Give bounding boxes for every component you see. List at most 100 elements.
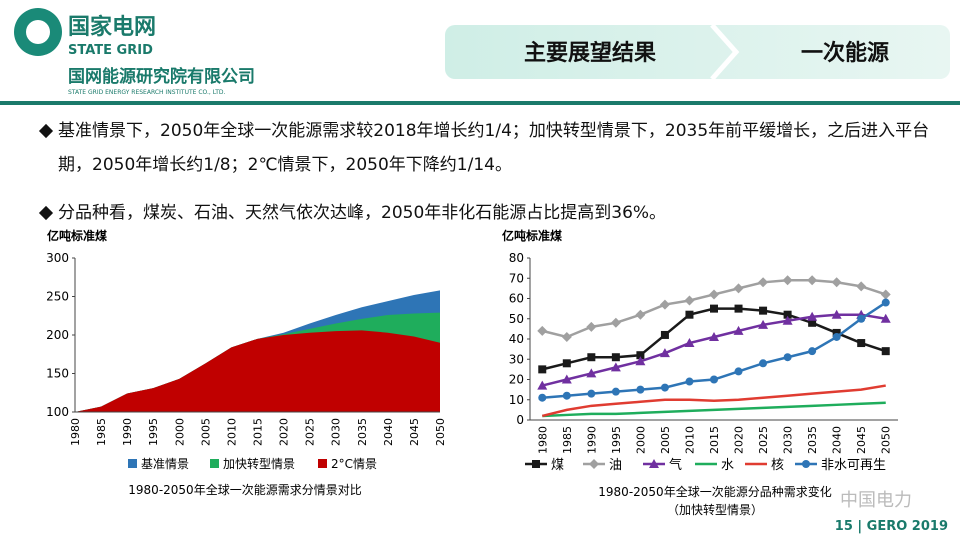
point	[660, 383, 669, 392]
y-tick-label: 10	[509, 393, 524, 407]
legend-label: 气	[669, 457, 682, 473]
point	[880, 313, 891, 323]
org-cn: 国网能源研究院有限公司	[68, 66, 255, 87]
point	[685, 310, 694, 319]
x-tick-label: 1985	[95, 418, 108, 446]
y-tick-label: 40	[509, 332, 524, 346]
x-tick-label: 2010	[225, 418, 238, 446]
y-tick-label: 300	[46, 251, 69, 265]
point	[758, 319, 769, 329]
point	[659, 348, 670, 358]
x-tick-label: 2045	[408, 418, 421, 446]
header-rule	[0, 101, 960, 105]
x-tick-label: 2030	[330, 418, 343, 446]
logo-icon-inner	[26, 20, 50, 44]
point	[684, 338, 695, 348]
bullet-icon	[38, 205, 54, 221]
point	[684, 295, 695, 306]
point	[808, 347, 817, 356]
point	[562, 359, 571, 368]
page-number: 15 | GERO 2019	[835, 519, 948, 534]
y-axis-label: 亿吨标准煤	[502, 228, 562, 243]
line	[541, 384, 886, 418]
point	[660, 330, 669, 339]
point	[831, 277, 842, 288]
x-tick-label: 2020	[733, 426, 746, 454]
y-tick-label: 70	[509, 271, 524, 285]
point	[636, 385, 645, 394]
y-tick-label: 60	[509, 292, 524, 306]
legend-marker	[649, 459, 659, 468]
point	[635, 309, 646, 320]
x-tick-label: 2025	[757, 426, 770, 454]
caption: 1980-2050年全球一次能源需求分情景对比	[128, 482, 361, 497]
point	[832, 328, 841, 337]
legend-label: 非水可再生	[821, 458, 886, 473]
y-axis-label: 亿吨标准煤	[47, 228, 107, 243]
point	[659, 299, 670, 310]
legend-swatch	[210, 459, 219, 468]
legend-label: 核	[771, 458, 784, 473]
x-tick-label: 2020	[278, 418, 291, 446]
x-tick-label: 2000	[173, 418, 186, 446]
org-en: STATE GRID ENERGY RESEARCH INSTITUTE CO.…	[68, 89, 226, 96]
point	[709, 331, 719, 341]
x-tick-label: 1990	[121, 418, 134, 446]
point	[759, 306, 768, 315]
legend-label: 煤	[551, 458, 564, 473]
point	[782, 275, 793, 286]
x-tick-label: 2030	[782, 426, 795, 454]
point	[562, 391, 571, 400]
x-tick-label: 1985	[561, 426, 574, 454]
x-tick-label: 2040	[382, 418, 395, 446]
logo-cn: 国家电网	[68, 14, 156, 40]
x-tick-label: 2010	[683, 426, 696, 454]
point	[832, 332, 841, 341]
y-tick-label: 150	[46, 367, 69, 381]
point	[709, 289, 719, 300]
legend-marker	[589, 459, 599, 469]
point	[856, 281, 867, 292]
point	[857, 339, 866, 348]
point	[610, 317, 621, 328]
point	[782, 315, 793, 325]
caption: 1980-2050年全球一次能源分品种需求变化	[598, 484, 831, 499]
y-tick-label: 20	[509, 373, 524, 387]
point	[537, 380, 548, 390]
point	[857, 314, 866, 323]
point	[733, 325, 744, 335]
bullet: 基准情景下，2050年全球一次能源需求较2018年增长约1/4；加快转型情景下，…	[38, 114, 948, 182]
bullet-icon	[38, 123, 54, 139]
point	[538, 365, 547, 374]
area	[75, 330, 440, 412]
tab-title: 一次能源	[801, 40, 889, 66]
x-tick-label: 2000	[634, 426, 647, 454]
line	[542, 401, 886, 418]
point	[586, 368, 597, 378]
point	[636, 351, 645, 360]
point	[734, 367, 743, 376]
x-tick-label: 2015	[708, 426, 721, 454]
point	[635, 356, 646, 366]
legend-marker	[802, 460, 810, 468]
legend-label: 水	[721, 458, 734, 473]
y-tick-label: 50	[509, 312, 524, 326]
point	[881, 298, 890, 307]
point	[611, 353, 620, 362]
x-tick-label: 2005	[199, 418, 212, 446]
x-tick-label: 2045	[855, 426, 868, 454]
point	[587, 389, 596, 398]
point	[586, 321, 597, 332]
point	[734, 304, 743, 313]
x-tick-label: 1980	[69, 418, 82, 446]
x-tick-label: 1990	[585, 426, 598, 454]
y-tick-label: 200	[46, 328, 69, 342]
point	[587, 353, 596, 362]
legend-label: 2°C情景	[331, 457, 377, 471]
y-tick-label: 80	[509, 251, 524, 265]
point	[561, 331, 572, 342]
point	[610, 362, 621, 372]
caption: （加快转型情景）	[667, 502, 763, 517]
y-tick-label: 250	[46, 290, 69, 304]
